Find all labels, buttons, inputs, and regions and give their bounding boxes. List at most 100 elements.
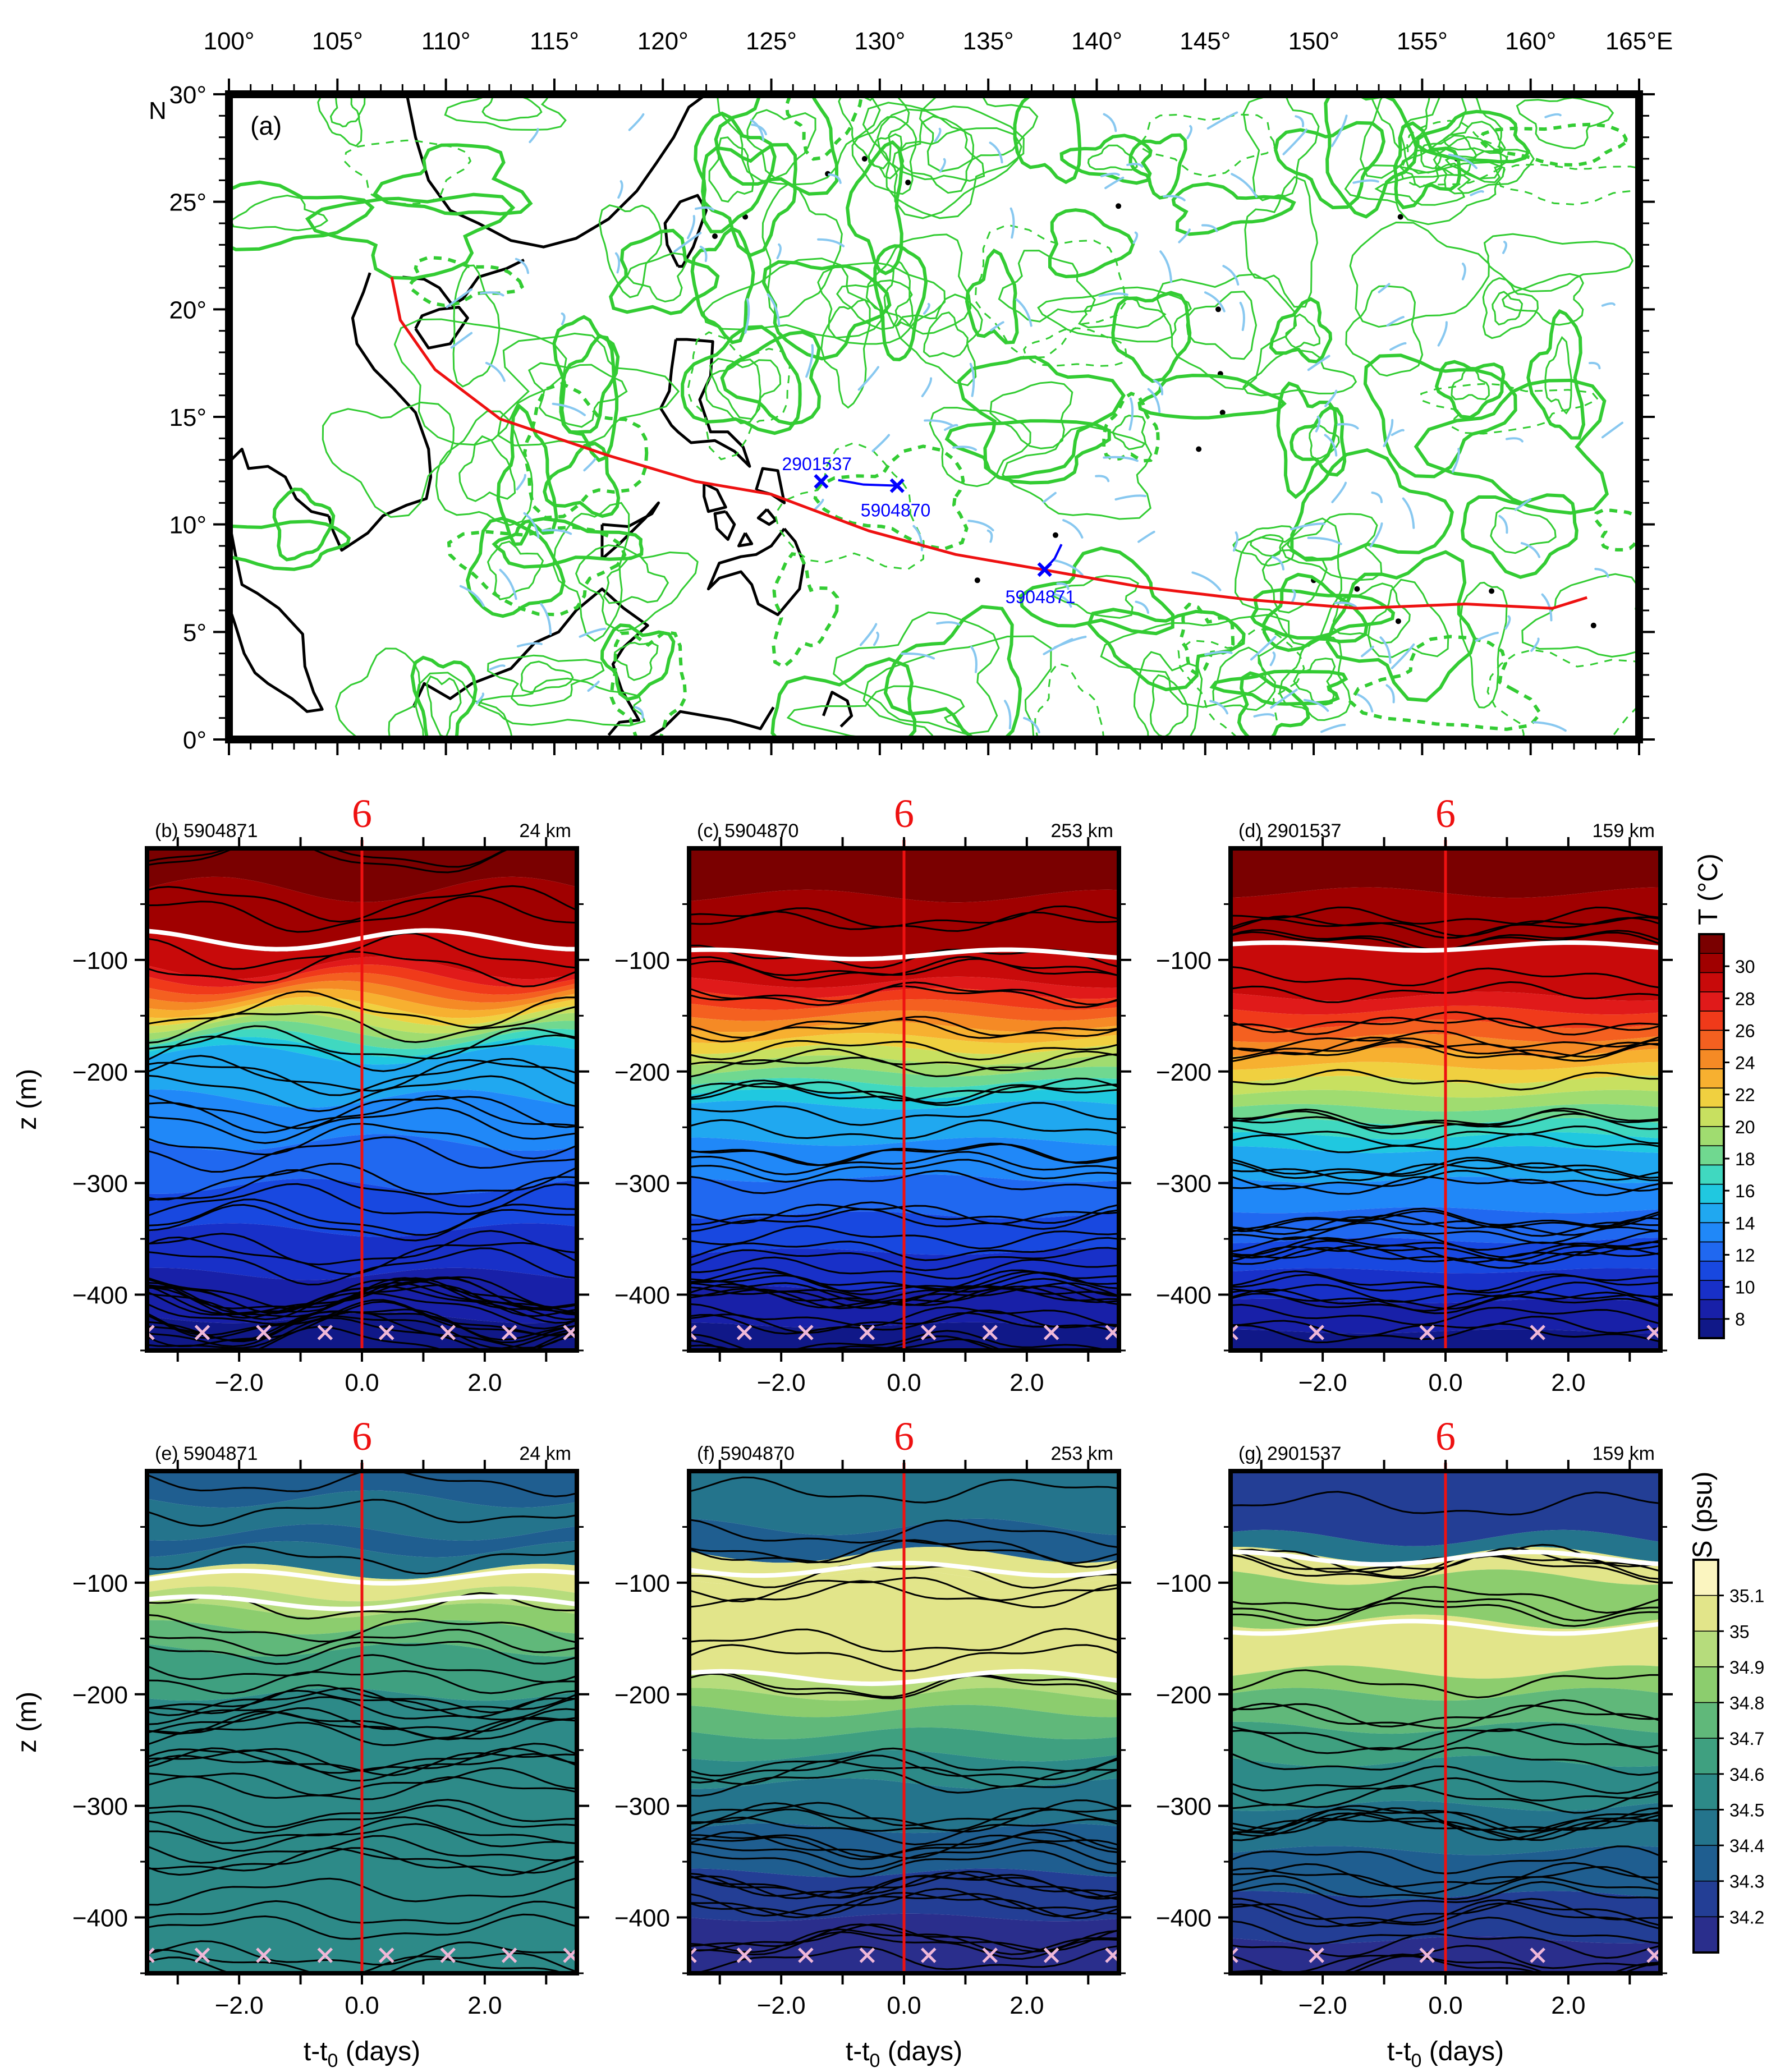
blue-contour-129 (1334, 601, 1357, 608)
blue-contour-39 (1053, 593, 1072, 608)
green-contour-102 (694, 111, 777, 233)
x-axis-label-sub: 0 (328, 2050, 338, 2071)
lon-tick-label: 135° (963, 27, 1014, 55)
blue-contour-114 (1520, 542, 1541, 558)
argo-floats: 2901537 5904870 5904871 (782, 454, 1075, 607)
coastline-0 (405, 94, 708, 249)
blue-contour-16 (1307, 355, 1330, 371)
green-contour-inner-38 (1052, 575, 1140, 619)
coastline-5 (414, 306, 469, 350)
x-tick-label: 2.0 (467, 1369, 502, 1396)
green-contour-inner-20 (883, 259, 914, 327)
blue-contour-42 (817, 238, 845, 247)
coastline-14 (713, 510, 736, 541)
blue-contour-14 (1206, 111, 1238, 130)
green-contour-18 (690, 226, 755, 344)
panel-body (147, 848, 577, 1350)
float-label: 2901537 (782, 454, 852, 474)
blue-contour-127 (1402, 497, 1415, 529)
green-contour-0 (1034, 662, 1105, 739)
colorbar-swatch (1699, 1068, 1724, 1089)
green-contour-inner-126 (1212, 646, 1276, 711)
blue-contour-40 (936, 621, 961, 626)
blue-contour-104 (989, 141, 1003, 164)
green-contour-78 (1461, 493, 1578, 579)
profile-marker (689, 1325, 697, 1340)
coastline-11 (737, 532, 754, 548)
blue-contour-78 (744, 298, 750, 334)
blue-contour-49 (634, 706, 644, 719)
y-tick-label: −400 (614, 1282, 670, 1310)
green-contour-6 (522, 382, 649, 520)
green-contour-133 (894, 293, 983, 387)
island-9 (1053, 532, 1058, 538)
profile-marker (859, 1947, 875, 1963)
colorbar-label: 14 (1735, 1213, 1755, 1233)
profile-marker (798, 1947, 814, 1963)
blue-contour-50 (1601, 302, 1616, 307)
profile-marker (147, 1947, 155, 1963)
distance-label: 253 km (1051, 1443, 1114, 1464)
green-contour-inner-50 (989, 381, 1073, 449)
green-contour-112 (1498, 163, 1639, 206)
blue-contour-18 (1178, 228, 1191, 244)
typhoon-symbol: 6 (1435, 791, 1456, 836)
green-contour-inner-78 (1490, 507, 1557, 554)
green-contour-77 (838, 94, 910, 169)
green-contour-41 (452, 264, 501, 388)
green-contour-87 (1155, 273, 1297, 390)
green-contour-63 (784, 94, 864, 161)
x-axis-label-part: (days) (1421, 2037, 1504, 2066)
colorbar-label: 34.8 (1729, 1693, 1764, 1713)
green-contour-inner-33 (230, 194, 329, 232)
float-5904871: 5904871 (1006, 544, 1075, 607)
blue-contour-59 (1391, 643, 1415, 669)
blue-contour-157 (1357, 693, 1374, 713)
x-tick-label: 2.0 (1009, 1992, 1044, 2019)
blue-contour-105 (1295, 115, 1305, 127)
green-contour-inner-9 (1492, 291, 1524, 326)
green-contour-inner-76 (1443, 121, 1506, 154)
island-1 (905, 180, 911, 186)
green-contour-107 (974, 224, 1127, 359)
blue-contour-111 (1042, 491, 1057, 503)
profile-marker (982, 1947, 998, 1963)
green-contour-inner-96 (1261, 549, 1328, 614)
contour-panel-e: 6 −2.0 0.0 2.0 −100 −200 −300 −400 (e) 5904871 24… (12, 1414, 589, 2071)
blue-contour-124 (859, 623, 878, 646)
green-contour-118 (865, 233, 972, 335)
blue-contour-43 (489, 664, 506, 671)
blue-contour-22 (1209, 700, 1228, 715)
coastline-12 (706, 527, 805, 617)
colorbar-label: 30 (1735, 957, 1755, 977)
island-7 (1489, 588, 1495, 594)
green-contour-8 (322, 401, 455, 518)
green-contour-88 (1290, 448, 1454, 562)
profile-marker (798, 1325, 814, 1340)
green-contour-85 (1037, 286, 1192, 343)
colorbar-label: 34.6 (1729, 1765, 1764, 1785)
blue-contour-119 (1269, 651, 1276, 667)
blue-contour-147 (1222, 265, 1240, 286)
blue-contour-108 (1506, 437, 1524, 443)
colorbar-swatch (1693, 1559, 1719, 1596)
island-13 (1395, 618, 1401, 624)
blue-contour-70 (695, 206, 715, 211)
distance-label: 159 km (1593, 1443, 1655, 1464)
green-contour-129 (1325, 550, 1477, 702)
colorbar-swatch (1693, 1774, 1719, 1811)
green-contour-inner-109 (709, 357, 782, 420)
panel-label: (d) 2901537 (1238, 820, 1341, 842)
colorbar-swatch (1699, 991, 1724, 1012)
colorbar-swatch (1693, 1845, 1719, 1882)
colorbar-label: 8 (1735, 1310, 1745, 1330)
panel-label: (b) 5904871 (155, 820, 258, 842)
green-contour-97 (1414, 378, 1609, 515)
colorbar-label: 26 (1735, 1021, 1755, 1041)
green-contour-29 (851, 116, 917, 195)
distance-label: 159 km (1593, 820, 1655, 842)
green-contour-89 (1501, 273, 1584, 326)
island-15 (1397, 214, 1403, 220)
y-tick-label: −300 (72, 1170, 128, 1198)
x-tick-label: 0.0 (345, 1992, 379, 2019)
